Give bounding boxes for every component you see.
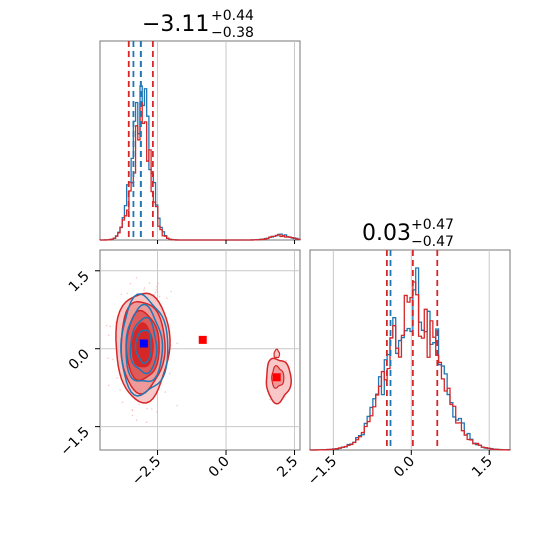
- p1-title-upper: +0.44: [211, 8, 254, 24]
- p2-quantile-lines: [385, 250, 439, 450]
- density-scatter-point: [168, 372, 171, 375]
- density-scatter-point: [154, 291, 157, 294]
- density-contour-b-2: [129, 316, 158, 375]
- density-marker-2: [272, 373, 281, 382]
- density-scatter-point: [153, 294, 156, 296]
- density-scatter-point: [143, 287, 146, 289]
- density-contour-b-0: [120, 293, 169, 397]
- density-y-tick-label-2: −1.5: [57, 424, 92, 459]
- density-scatter-point: [138, 403, 140, 406]
- density-scatter-point: [284, 396, 286, 398]
- p2-title-upper: +0.47: [411, 217, 454, 233]
- density-scatter-point: [170, 290, 172, 293]
- density-scatter-point: [131, 409, 134, 411]
- density-markers: [139, 335, 281, 382]
- p1-title-value: −3.11: [142, 12, 209, 37]
- density-scatter-point: [129, 282, 132, 285]
- density-scatter-point: [143, 289, 145, 291]
- p2-histogram-panel: [309, 249, 511, 451]
- density-contour-b-1: [125, 303, 164, 383]
- density-scatter-point: [121, 401, 124, 404]
- density-scatter-point: [155, 288, 158, 291]
- p2-title-lower: −0.47: [411, 234, 454, 250]
- p2-x-tick-label-1: 0.0: [391, 454, 418, 481]
- density-scatter-point: [116, 377, 119, 379]
- density-scatter-point: [157, 282, 159, 285]
- density-scatter-point: [148, 282, 151, 284]
- density-scatter-point: [176, 342, 179, 345]
- p2-histogram-grid: [332, 250, 490, 450]
- p1-histogram-panel: [99, 40, 301, 241]
- density-scatter-point: [146, 407, 148, 410]
- p1-x-tick-label-1: 0.0: [206, 454, 233, 481]
- p2-x-tick-label-2: 1.5: [469, 454, 496, 481]
- density-scatter-point: [126, 292, 128, 295]
- density-scatter-point: [156, 290, 159, 293]
- p1-quantile-lines: [127, 41, 154, 240]
- density-scatter-point: [107, 357, 109, 359]
- density-scatter-point: [176, 404, 178, 407]
- density-contour-b-3: [134, 329, 152, 364]
- density-contours: [115, 292, 292, 405]
- p1-x-tick-label-0: −2.5: [129, 454, 164, 489]
- density-scatter-point: [107, 384, 110, 387]
- density-scatter-point: [158, 295, 161, 298]
- density-scatter-point: [156, 411, 158, 413]
- density-scatter-point: [166, 297, 168, 300]
- density-scatter-point: [109, 325, 112, 328]
- density-scatter-point: [150, 408, 153, 410]
- density-panel: [99, 249, 301, 451]
- density-scatter-point: [145, 421, 148, 424]
- density-scatter-point: [164, 391, 167, 393]
- p2-title-value: 0.03: [362, 221, 411, 246]
- density-scatter-point: [119, 389, 121, 391]
- density-scatter-point: [120, 293, 123, 296]
- density-scatter-point: [135, 276, 138, 279]
- density-scatter-point: [269, 398, 271, 401]
- p2-histogram-frame: [309, 249, 511, 451]
- density-marker-1: [198, 335, 207, 344]
- p1-x-tick-label-2: 2.5: [274, 454, 301, 481]
- density-y-tick-label-0: 1.5: [66, 268, 93, 295]
- p1-title-lower: −0.38: [211, 25, 254, 41]
- density-scatter-point: [156, 285, 158, 288]
- p1-title: −3.11 +0.44 −0.38: [142, 8, 254, 41]
- density-scatter-point: [285, 359, 287, 362]
- p2-histogram-series-a: [309, 281, 511, 451]
- density-scatter-point: [107, 334, 110, 337]
- density-scatter-point: [131, 414, 134, 417]
- density-y-tick-label-1: 0.0: [66, 346, 93, 373]
- density-contour-a-small: [273, 348, 281, 359]
- p1-histogram-frame: [99, 40, 301, 241]
- density-marker-0: [139, 339, 148, 348]
- density-scatter-point: [105, 324, 108, 327]
- p2-x-tick-label-0: −1.5: [305, 454, 340, 489]
- density-scatter-point: [112, 358, 114, 361]
- p2-title: 0.03 +0.47 −0.47: [362, 217, 454, 250]
- density-scatter-point: [135, 419, 138, 422]
